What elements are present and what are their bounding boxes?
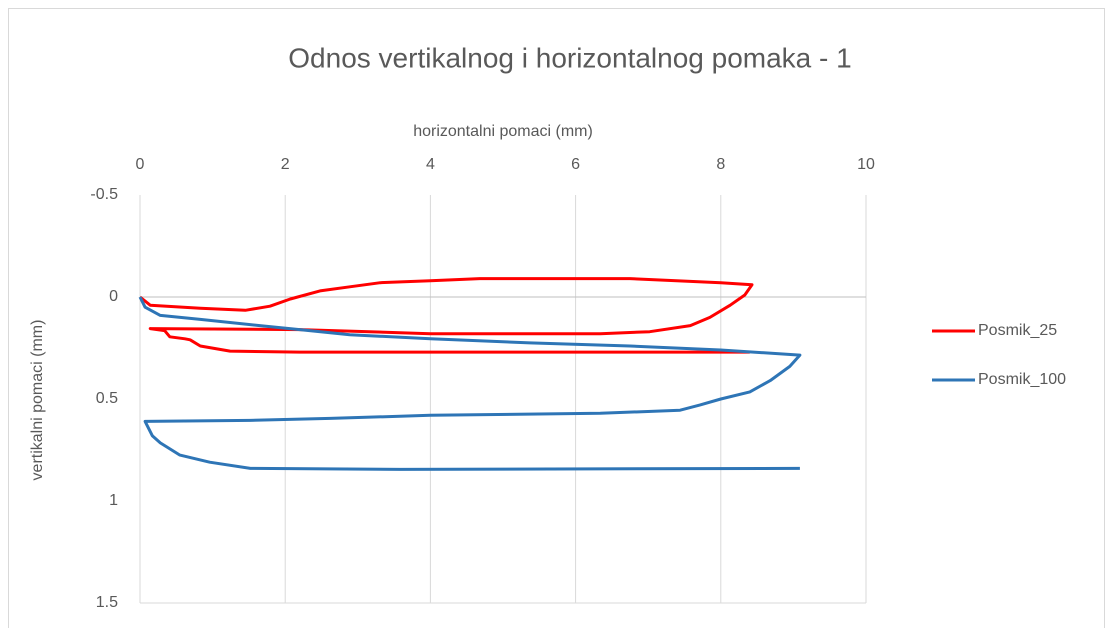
y-tick-label: 0 bbox=[109, 288, 118, 305]
x-tick-label: 4 bbox=[426, 156, 435, 173]
x-tick-label: 6 bbox=[571, 156, 580, 173]
x-tick-label: 8 bbox=[716, 156, 725, 173]
y-tick-label: 1 bbox=[109, 492, 118, 509]
legend-label: Posmik_100 bbox=[978, 371, 1066, 388]
y-tick-label: 1.5 bbox=[96, 594, 118, 611]
x-tick-label: 2 bbox=[281, 156, 290, 173]
x-tick-label: 0 bbox=[136, 156, 145, 173]
y-tick-label: -0.5 bbox=[90, 186, 118, 203]
y-tick-label: 0.5 bbox=[96, 390, 118, 407]
legend-label: Posmik_25 bbox=[978, 322, 1057, 339]
y-axis-title: vertikalni pomaci (mm) bbox=[29, 320, 46, 481]
chart-title: Odnos vertikalnog i horizontalnog pomaka… bbox=[288, 42, 851, 73]
x-axis-title: horizontalni pomaci (mm) bbox=[413, 123, 593, 140]
chart-border bbox=[8, 8, 1105, 628]
series-line bbox=[138, 296, 802, 471]
x-tick-label: 10 bbox=[857, 156, 875, 173]
series-line bbox=[139, 277, 754, 354]
